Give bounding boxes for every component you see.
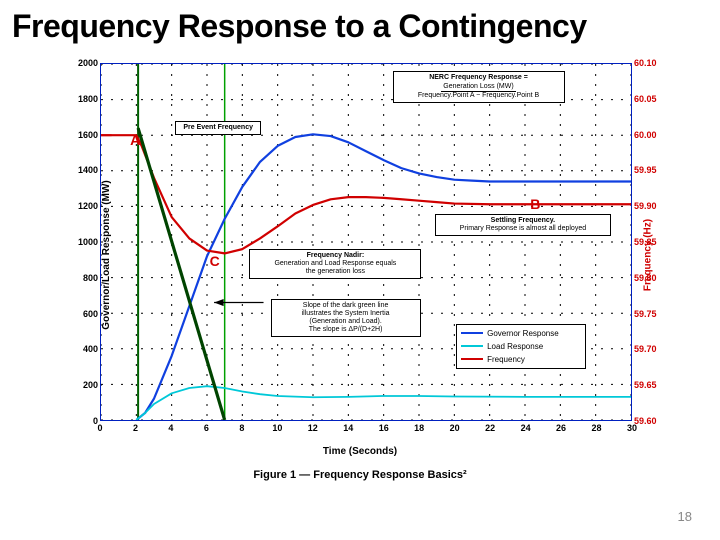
marker-a: A <box>130 132 140 148</box>
annotation-pre-event: Pre Event Frequency <box>175 121 261 135</box>
annotation-nadir: Frequency Nadir: Generation and Load Res… <box>249 249 421 279</box>
y-left-ticks: 0200400600800100012001400160018002000 <box>68 63 98 421</box>
x-ticks: 024681012141618202224262830 <box>100 423 632 435</box>
page-number: 18 <box>678 509 692 524</box>
marker-c: C <box>210 253 220 269</box>
annotation-nerc-formula: NERC Frequency Response = Generation Los… <box>393 71 565 103</box>
x-axis-label: Time (Seconds) <box>323 446 397 457</box>
plot-area: A B C Pre Event Frequency NERC Frequency R… <box>100 63 632 421</box>
annotation-settling: Settling Frequency. Primary Response is … <box>435 214 611 236</box>
legend-item: Load Response <box>461 340 581 353</box>
legend-item: Frequency <box>461 353 581 366</box>
marker-b: B <box>530 196 540 212</box>
legend-item: Governor Response <box>461 327 581 340</box>
slide-title: Frequency Response to a Contingency <box>0 0 720 49</box>
y-right-ticks: 59.6059.6559.7059.7559.8059.8559.9059.95… <box>634 63 668 421</box>
figure-caption: Figure 1 — Frequency Response Basics² <box>253 469 466 481</box>
chart-legend: Governor ResponseLoad ResponseFrequency <box>456 324 586 369</box>
annotation-slope: Slope of the dark green lineillustrates … <box>271 299 421 337</box>
chart-container: Governor/Load Response (MW) Frequency (H… <box>40 55 680 455</box>
